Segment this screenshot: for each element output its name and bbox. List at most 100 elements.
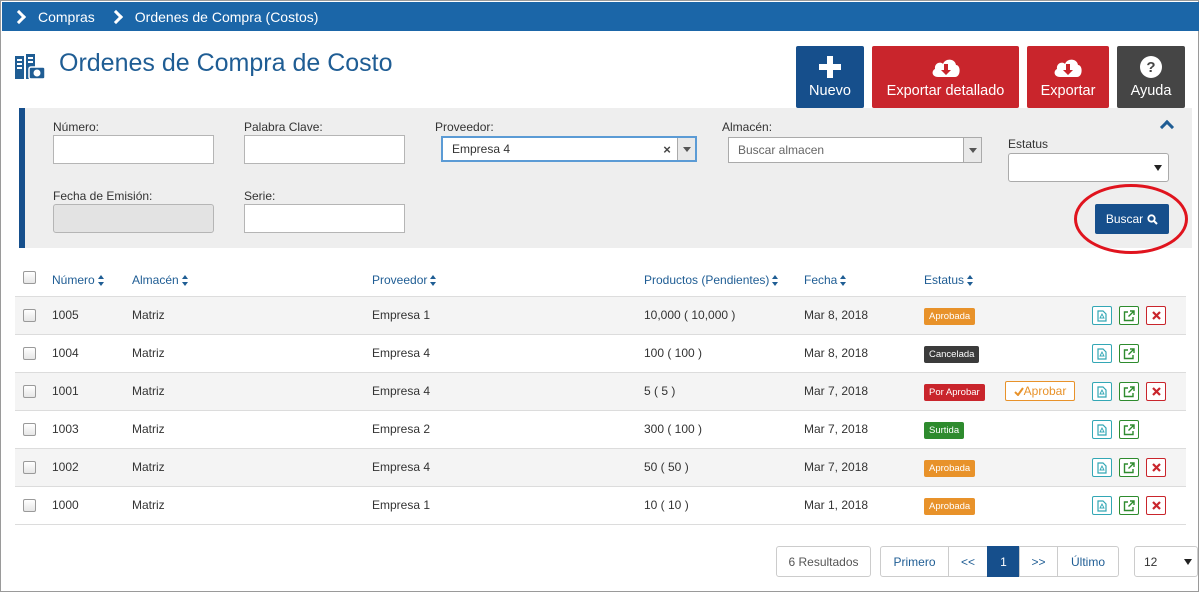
almacen-select[interactable]: Buscar almacen xyxy=(728,137,982,163)
page-next-button[interactable]: >> xyxy=(1019,546,1058,577)
aprobar-button[interactable]: Aprobar xyxy=(1005,381,1075,401)
page-prev-button[interactable]: << xyxy=(948,546,988,577)
purchase-orders-icon xyxy=(15,54,46,80)
table-row[interactable]: 1004 Matriz Empresa 4 100 ( 100 ) Mar 8, 201… xyxy=(15,335,1186,373)
header-almacen[interactable]: Almacén xyxy=(132,273,189,287)
row-checkbox[interactable] xyxy=(23,347,36,360)
clear-icon[interactable]: × xyxy=(663,141,671,157)
delete-button[interactable] xyxy=(1146,382,1166,401)
open-button[interactable] xyxy=(1119,306,1139,325)
sort-icon xyxy=(967,274,974,286)
page-first-button[interactable]: Primero xyxy=(880,546,949,577)
ayuda-button[interactable]: ? Ayuda xyxy=(1117,46,1185,108)
highlight-annotation xyxy=(1074,184,1188,254)
cell-almacen: Matriz xyxy=(132,422,165,436)
header-proveedor[interactable]: Proveedor xyxy=(372,273,437,287)
cell-proveedor: Empresa 1 xyxy=(372,308,431,322)
header-numero-label: Número xyxy=(52,273,95,287)
breadcrumb: Compras Ordenes de Compra (Costos) xyxy=(2,2,1199,31)
row-checkbox[interactable] xyxy=(23,423,36,436)
row-checkbox[interactable] xyxy=(23,385,36,398)
select-all-checkbox[interactable] xyxy=(23,271,36,284)
open-button[interactable] xyxy=(1119,344,1139,363)
fecha-emision-input xyxy=(53,204,214,233)
table-row[interactable]: 1000 Matriz Empresa 1 10 ( 10 ) Mar 1, 2018 A… xyxy=(15,487,1186,525)
close-icon xyxy=(1151,311,1161,320)
exportar-button[interactable]: Exportar xyxy=(1027,46,1109,108)
table-row[interactable]: 1001 Matriz Empresa 4 5 ( 5 ) Mar 7, 2018 Por… xyxy=(15,373,1186,411)
cell-proveedor: Empresa 4 xyxy=(372,460,431,474)
sort-icon xyxy=(181,274,189,286)
table-row[interactable]: 1005 Matriz Empresa 1 10,000 ( 10,000 ) Mar … xyxy=(15,297,1186,335)
delete-button[interactable] xyxy=(1146,458,1166,477)
exportar-detallado-label: Exportar detallado xyxy=(886,83,1005,99)
proveedor-label: Proveedor: xyxy=(435,120,494,134)
cell-almacen: Matriz xyxy=(132,384,165,398)
nuevo-button[interactable]: Nuevo xyxy=(796,46,864,108)
header-fecha[interactable]: Fecha xyxy=(804,273,847,287)
close-icon xyxy=(1151,501,1161,510)
cell-fecha: Mar 7, 2018 xyxy=(804,422,869,436)
cell-almacen: Matriz xyxy=(132,346,165,360)
pdf-button[interactable] xyxy=(1092,496,1112,515)
page-title: Ordenes de Compra de Costo xyxy=(59,49,393,77)
external-link-icon xyxy=(1123,347,1135,359)
chevron-right-icon xyxy=(108,9,123,24)
table-row[interactable]: 1003 Matriz Empresa 2 300 ( 100 ) Mar 7, 201… xyxy=(15,411,1186,449)
open-button[interactable] xyxy=(1119,382,1139,401)
chevron-down-icon[interactable] xyxy=(963,138,981,162)
delete-button[interactable] xyxy=(1146,496,1166,515)
cell-proveedor: Empresa 4 xyxy=(372,346,431,360)
cell-fecha: Mar 8, 2018 xyxy=(804,308,869,322)
external-link-icon xyxy=(1123,423,1135,435)
estatus-select[interactable] xyxy=(1008,153,1169,182)
external-link-icon xyxy=(1123,309,1135,321)
chevron-down-icon[interactable] xyxy=(677,138,695,160)
numero-input[interactable] xyxy=(53,135,214,164)
breadcrumb-link-compras[interactable]: Compras xyxy=(38,8,95,25)
open-button[interactable] xyxy=(1119,420,1139,439)
filter-panel: Número: Palabra Clave: Proveedor: Empres… xyxy=(19,108,1192,248)
numero-label: Número: xyxy=(53,120,100,134)
delete-button[interactable] xyxy=(1146,306,1166,325)
cell-productos: 10,000 ( 10,000 ) xyxy=(644,308,736,322)
pdf-button[interactable] xyxy=(1092,458,1112,477)
ayuda-label: Ayuda xyxy=(1130,83,1172,99)
row-checkbox[interactable] xyxy=(23,309,36,322)
open-button[interactable] xyxy=(1119,458,1139,477)
cell-productos: 300 ( 100 ) xyxy=(644,422,703,436)
exportar-label: Exportar xyxy=(1040,83,1096,99)
serie-input[interactable] xyxy=(244,204,405,233)
pdf-button[interactable] xyxy=(1092,344,1112,363)
header-fecha-label: Fecha xyxy=(804,273,838,287)
table-row[interactable]: 1002 Matriz Empresa 4 50 ( 50 ) Mar 7, 2018 A… xyxy=(15,449,1186,487)
proveedor-select[interactable]: Empresa 4 × xyxy=(441,136,697,162)
row-checkbox[interactable] xyxy=(23,461,36,474)
header-estatus-label: Estatus xyxy=(924,273,965,287)
page-size-value: 12 xyxy=(1144,554,1158,569)
pdf-button[interactable] xyxy=(1092,420,1112,439)
header-numero[interactable]: Número xyxy=(52,273,105,287)
plus-icon xyxy=(819,56,841,78)
header-estatus[interactable]: Estatus xyxy=(924,273,974,287)
pdf-icon xyxy=(1097,499,1107,512)
results-count: 6 Resultados xyxy=(776,546,871,577)
breadcrumb-current: Ordenes de Compra (Costos) xyxy=(134,8,319,25)
pdf-button[interactable] xyxy=(1092,382,1112,401)
page-last-button[interactable]: Último xyxy=(1057,546,1119,577)
row-checkbox[interactable] xyxy=(23,499,36,512)
pdf-icon xyxy=(1097,347,1107,360)
header-productos-label: Productos (Pendientes) xyxy=(644,273,770,287)
page-size-select[interactable]: 12 xyxy=(1134,546,1198,577)
status-badge: Cancelada xyxy=(924,346,980,363)
cell-almacen: Matriz xyxy=(132,498,165,512)
cell-numero: 1005 xyxy=(52,308,79,322)
open-button[interactable] xyxy=(1119,496,1139,515)
chevron-up-icon[interactable] xyxy=(1159,119,1175,135)
aprobar-label: Aprobar xyxy=(1023,384,1067,398)
palabra-clave-input[interactable] xyxy=(244,135,405,164)
header-productos[interactable]: Productos (Pendientes) xyxy=(644,273,779,287)
pdf-button[interactable] xyxy=(1092,306,1112,325)
page-current-button[interactable]: 1 xyxy=(987,546,1020,577)
exportar-detallado-button[interactable]: Exportar detallado xyxy=(872,46,1019,108)
